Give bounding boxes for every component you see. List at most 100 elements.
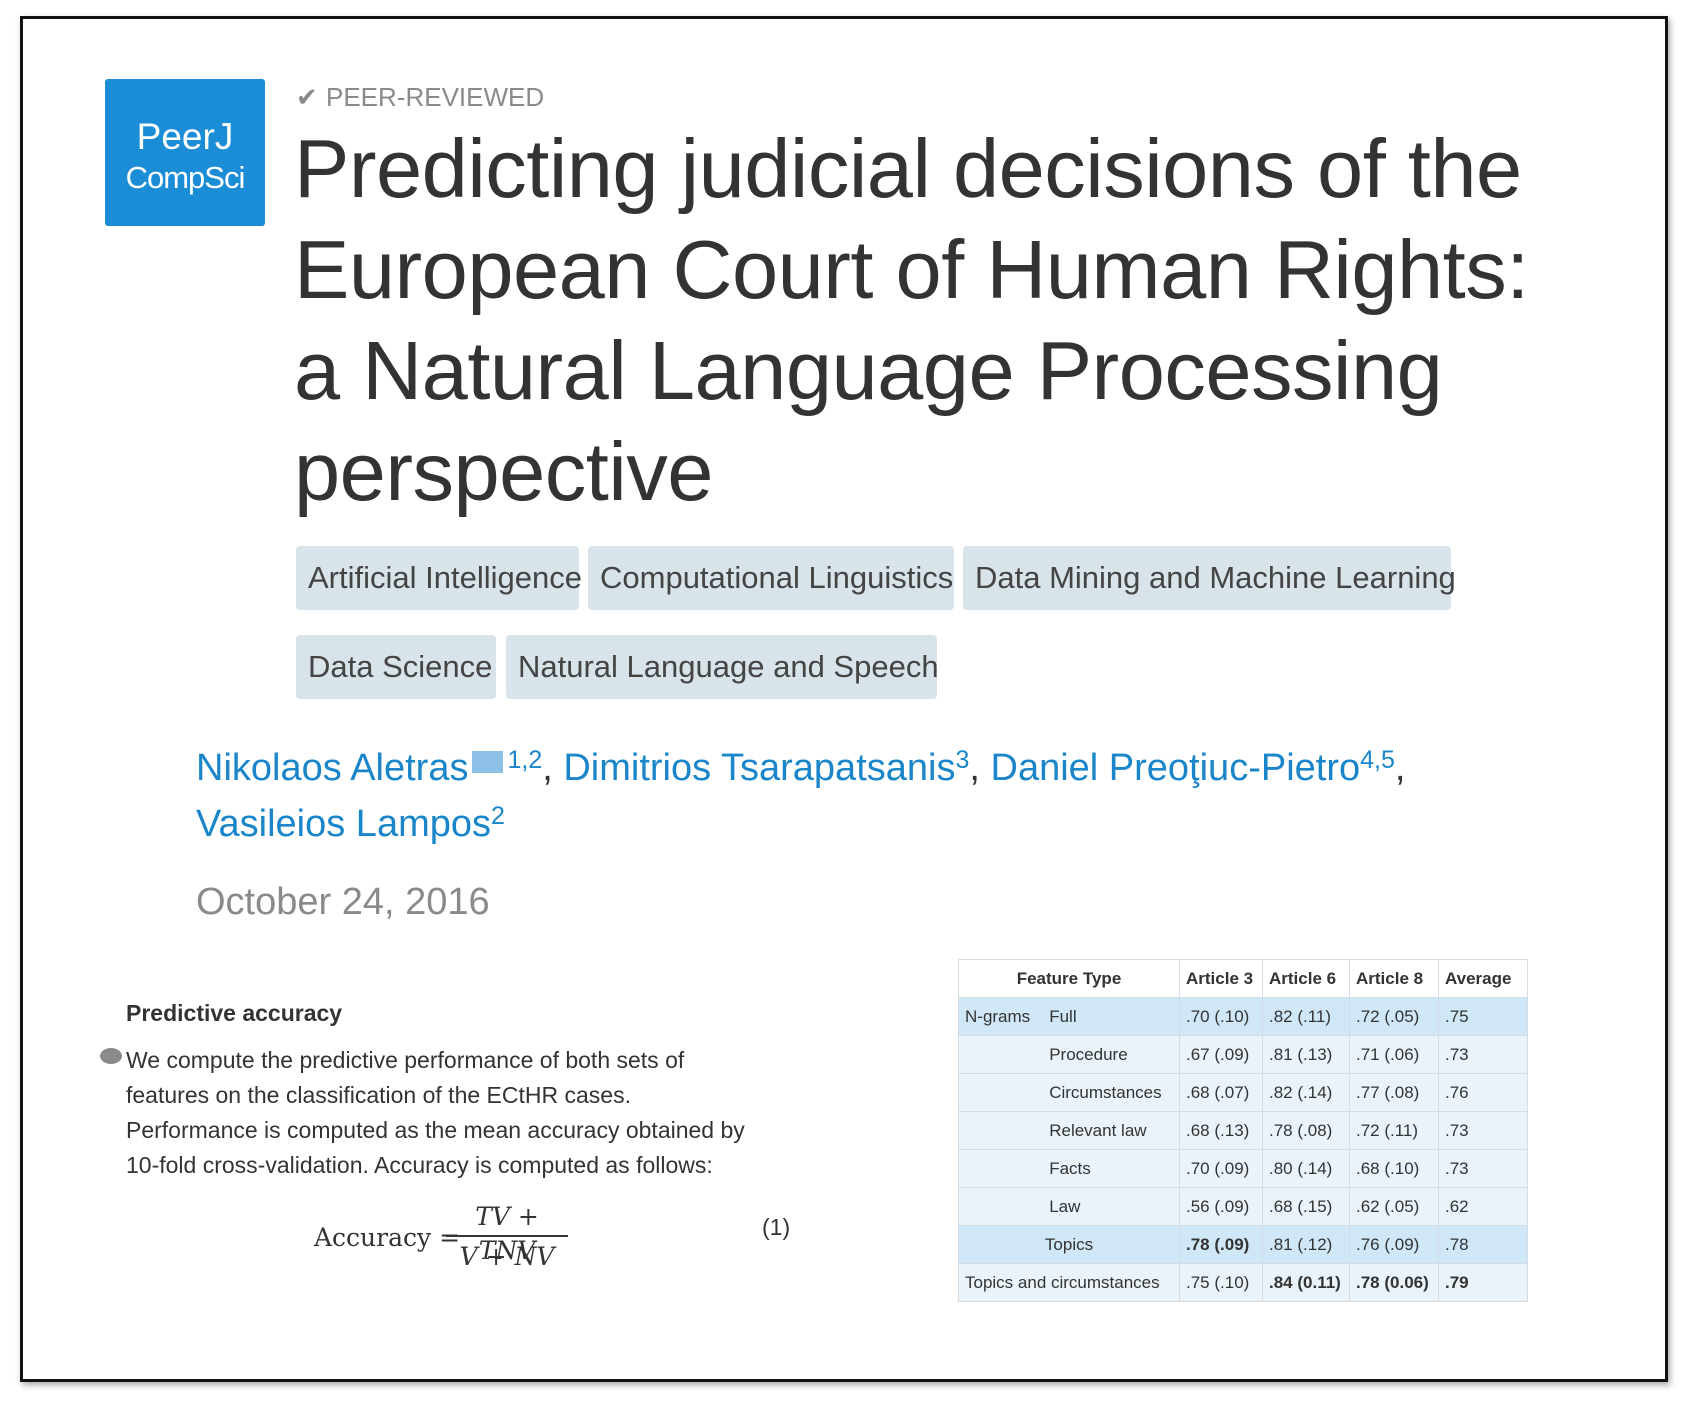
author-affiliation: 4,5 <box>1360 746 1395 774</box>
author-list: Nikolaos Aletras 1,2, Dimitrios Tsarapats… <box>196 740 1496 852</box>
article-title: Predicting judicial decisions of the Eur… <box>294 118 1594 522</box>
author-affiliation: 2 <box>491 802 505 830</box>
cell-article-8: .71 (.06) <box>1349 1035 1439 1074</box>
cell-average: .73 <box>1438 1111 1528 1150</box>
title-line: Predicting judicial decisions of the <box>294 122 1522 215</box>
cell-article-8: .72 (.11) <box>1349 1111 1439 1150</box>
comment-bubble-icon[interactable] <box>100 1048 122 1064</box>
table-row: Topics and circumstances .75 (.10) .84 (… <box>958 1263 1528 1302</box>
author-affiliation: 3 <box>955 746 970 774</box>
publication-date: October 24, 2016 <box>196 881 490 923</box>
fraction-bar <box>446 1235 568 1237</box>
row-feature: Law <box>1043 1187 1181 1226</box>
equation-denominator: V + NV <box>459 1242 555 1271</box>
cell-average: .78 <box>1438 1225 1528 1264</box>
cell-article-3: .78 (.09) <box>1179 1225 1263 1264</box>
cell-article-8: .72 (.05) <box>1349 997 1439 1036</box>
cell-average: .75 <box>1438 997 1528 1036</box>
row-group: N-grams <box>958 997 1044 1036</box>
row-feature: Full <box>1043 997 1181 1036</box>
cell-article-3: .67 (.09) <box>1179 1035 1263 1074</box>
paragraph-line: 10-fold cross-validation. Accuracy is co… <box>126 1152 713 1178</box>
tag-data-mining-machine-learning[interactable]: Data Mining and Machine Learning <box>963 546 1456 610</box>
equation-lhs: Accuracy = <box>314 1223 461 1252</box>
table-row: Relevant law .68 (.13) .78 (.08) .72 (.1… <box>958 1111 1528 1150</box>
table-row: Topics .78 (.09) .81 (.12) .76 (.09) .78 <box>958 1225 1528 1264</box>
cell-article-3: .68 (.07) <box>1179 1073 1263 1112</box>
logo-line-1: PeerJ <box>136 116 234 157</box>
author-link[interactable]: Daniel Preoţiuc-Pietro <box>990 747 1361 789</box>
logo-line-2: CompSci <box>125 160 246 195</box>
table-row: Circumstances .68 (.07) .82 (.14) .77 (.… <box>958 1073 1528 1112</box>
cell-article-6: .82 (.14) <box>1262 1073 1350 1112</box>
table-row: Facts .70 (.09) .80 (.14) .68 (.10) .73 <box>958 1149 1528 1188</box>
separator: , <box>969 747 991 789</box>
peer-reviewed-label: PEER-REVIEWED <box>326 82 545 112</box>
equation-numerator: TV + TNV <box>475 1202 539 1265</box>
separator: , <box>542 747 564 789</box>
row-group <box>958 1073 1044 1112</box>
cell-average: .73 <box>1438 1035 1528 1074</box>
row-group <box>958 1187 1044 1226</box>
tag-computational-linguistics[interactable]: Computational Linguistics <box>588 546 954 610</box>
cell-article-8: .68 (.10) <box>1349 1149 1439 1188</box>
table-row: Procedure .67 (.09) .81 (.13) .71 (.06) … <box>958 1035 1528 1074</box>
cell-article-3: .70 (.09) <box>1179 1149 1263 1188</box>
row-group <box>958 1035 1044 1074</box>
cell-average: .79 <box>1438 1263 1528 1302</box>
header-article-3: Article 3 <box>1179 959 1263 998</box>
cell-average: .73 <box>1438 1149 1528 1188</box>
tag-natural-language-speech[interactable]: Natural Language and Speech <box>506 635 939 699</box>
header-article-8: Article 8 <box>1349 959 1439 998</box>
row-feature: Topics and circumstances <box>958 1263 1180 1302</box>
cell-article-3: .56 (.09) <box>1179 1187 1263 1226</box>
cell-average: .76 <box>1438 1073 1528 1112</box>
paragraph-line: Performance is computed as the mean accu… <box>126 1117 745 1143</box>
cell-article-8: .77 (.08) <box>1349 1073 1439 1112</box>
row-feature: Circumstances <box>1043 1073 1181 1112</box>
cell-article-6: .81 (.13) <box>1262 1035 1350 1074</box>
header-article-6: Article 6 <box>1262 959 1350 998</box>
row-feature: Relevant law <box>1043 1111 1181 1150</box>
row-feature: Topics <box>958 1225 1180 1264</box>
author-link[interactable]: Dimitrios Tsarapatsanis <box>563 747 956 789</box>
author-link[interactable]: Vasileios Lampos <box>196 803 492 845</box>
tag-artificial-intelligence[interactable]: Artificial Intelligence <box>296 546 582 610</box>
author-affiliation: 1,2 <box>507 746 543 774</box>
row-group <box>958 1149 1044 1188</box>
title-line: perspective <box>294 425 713 518</box>
title-line: a Natural Language Processing <box>294 324 1443 417</box>
row-group <box>958 1111 1044 1150</box>
paragraph-line: We compute the predictive performance of… <box>126 1047 685 1073</box>
author-link[interactable]: Nikolaos Aletras <box>196 747 469 789</box>
checkmark-icon: ✔ <box>296 82 318 112</box>
cell-article-6: .78 (.08) <box>1262 1111 1350 1150</box>
results-table: Feature Type Article 3 Article 6 Article… <box>958 959 1528 1302</box>
cell-article-3: .75 (.10) <box>1179 1263 1263 1302</box>
paragraph-line: features on the classification of the EC… <box>126 1082 631 1108</box>
equation-number: (1) <box>762 1214 791 1240</box>
envelope-icon[interactable] <box>472 750 504 773</box>
cell-article-6: .80 (.14) <box>1262 1149 1350 1188</box>
separator: , <box>1394 747 1406 789</box>
row-feature: Procedure <box>1043 1035 1181 1074</box>
cell-article-6: .82 (.11) <box>1262 997 1350 1036</box>
cell-average: .62 <box>1438 1187 1528 1226</box>
cell-article-3: .70 (.10) <box>1179 997 1263 1036</box>
cell-article-6: .81 (.12) <box>1262 1225 1350 1264</box>
tag-data-science[interactable]: Data Science <box>296 635 496 699</box>
equation-fraction: TV + TNV V + NV <box>446 1200 568 1274</box>
cell-article-8: .76 (.09) <box>1349 1225 1439 1264</box>
table-header-row: Feature Type Article 3 Article 6 Article… <box>958 959 1528 998</box>
header-feature-type: Feature Type <box>958 959 1180 998</box>
journal-logo[interactable]: PeerJ CompSci <box>105 79 265 226</box>
row-feature: Facts <box>1043 1149 1181 1188</box>
table-row: N-grams Full .70 (.10) .82 (.11) .72 (.0… <box>958 997 1528 1036</box>
cell-article-6: .84 (0.11) <box>1262 1263 1350 1302</box>
header-average: Average <box>1438 959 1528 998</box>
section-paragraph: We compute the predictive performance of… <box>126 1043 826 1183</box>
section-heading: Predictive accuracy <box>126 1000 343 1026</box>
cell-article-6: .68 (.15) <box>1262 1187 1350 1226</box>
cell-article-8: .62 (.05) <box>1349 1187 1439 1226</box>
peer-reviewed-badge: ✔ PEER-REVIEWED <box>296 82 544 112</box>
